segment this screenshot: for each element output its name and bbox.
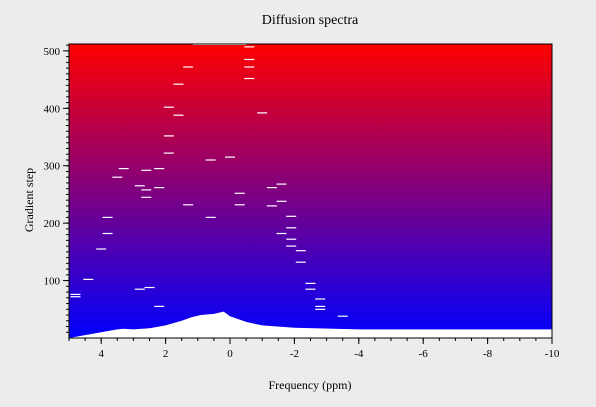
y-tick-label: 200 xyxy=(44,218,61,230)
x-axis-label: Frequency (ppm) xyxy=(269,378,352,392)
signal-envelope xyxy=(69,311,552,338)
chart-title: Diffusion spectra xyxy=(262,13,359,28)
x-tick-label: -10 xyxy=(545,348,560,360)
x-axis: 4 2 0 -2 -4 -6 -8 -10 xyxy=(68,338,560,360)
y-tick-label: 300 xyxy=(44,161,61,173)
y-axis-label: Gradient step xyxy=(22,168,36,232)
y-axis: 100 200 300 400 500 xyxy=(44,44,69,333)
x-tick-label: 2 xyxy=(163,348,169,360)
intensity-colormap-band xyxy=(69,44,552,338)
y-tick-label: 400 xyxy=(44,103,61,115)
y-tick-label: 100 xyxy=(44,276,61,288)
y-tick-label: 500 xyxy=(44,46,61,58)
x-tick-label: -6 xyxy=(419,348,429,360)
x-tick-label: 0 xyxy=(227,348,233,360)
x-tick-label: -8 xyxy=(483,348,493,360)
x-tick-label: 4 xyxy=(98,348,104,360)
x-tick-label: -4 xyxy=(354,348,364,360)
x-tick-label: -2 xyxy=(290,348,299,360)
